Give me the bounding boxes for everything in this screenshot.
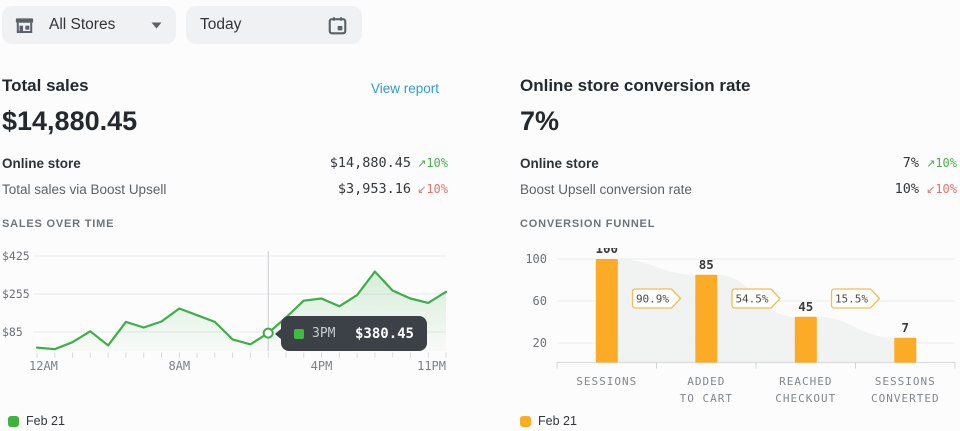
date-filter-button[interactable]: Today — [186, 6, 362, 44]
tooltip-time: 3PM — [312, 326, 336, 341]
store-icon — [14, 15, 35, 36]
funnel-chart-legend: Feb 21 — [520, 414, 577, 428]
category-label: SESSIONS — [875, 375, 936, 388]
metric-delta: ↗10% — [926, 156, 957, 170]
category-label: REACHED — [779, 375, 832, 388]
funnel-connector — [717, 274, 795, 363]
y-axis-label: $425 — [2, 249, 30, 263]
total-sales-breakdown: Online store $14,880.45 ↗10% Total sales… — [2, 150, 448, 202]
category-label: CHECKOUT — [775, 392, 836, 405]
metric-label: Online store — [2, 155, 81, 171]
metric-row: Boost Upsell conversion rate 10% ↙10% — [520, 176, 957, 202]
conversion-rate-header: Online store conversion rate — [520, 76, 957, 96]
conversion-rate-badge — [830, 288, 881, 309]
funnel-bar[interactable] — [595, 259, 618, 363]
sales-line-series[interactable] — [35, 270, 448, 351]
trend-up-icon: ↗ — [417, 157, 427, 170]
trend-down-icon: ↙ — [926, 183, 936, 196]
metric-row: Total sales via Boost Upsell $3,953.16 ↙… — [2, 176, 448, 202]
conversion-funnel-chart-area: 100 60 20 100 SESSIONS 85 ADDED TO CART 45 REACHE… — [520, 248, 960, 410]
funnel-connector — [816, 316, 895, 363]
conversion-rate-breakdown: Online store 7% ↗10% Boost Upsell conver… — [520, 150, 957, 202]
conversion-funnel-chart[interactable]: 100 60 20 100 SESSIONS 85 ADDED TO CART 45 REACHE… — [520, 248, 960, 410]
conversion-rate-badge-label: 54.5% — [735, 293, 768, 306]
funnel-bar[interactable] — [794, 316, 817, 363]
funnel-connector — [617, 259, 696, 363]
y-axis-label: 60 — [533, 294, 547, 308]
y-axis-label: $85 — [2, 325, 23, 339]
store-filter-label: All Stores — [49, 16, 116, 33]
metric-delta: ↙10% — [417, 182, 448, 196]
x-axis-label: 8AM — [168, 359, 190, 373]
metric-delta: ↗10% — [417, 156, 448, 170]
chevron-down-icon — [151, 22, 162, 29]
x-axis-label: 11PM — [417, 359, 446, 373]
conversion-rate-value: 7% — [520, 106, 560, 136]
metric-value: 10% — [894, 181, 919, 197]
metric-value: $3,953.16 — [337, 181, 411, 197]
metric-delta: ↙10% — [926, 182, 957, 196]
legend-swatch — [8, 415, 19, 427]
conversion-rate-badge-label: 90.9% — [636, 293, 669, 306]
metric-value: $14,880.45 — [329, 155, 411, 171]
conversion-rate-badge — [631, 288, 682, 309]
conversion-rate-badge — [731, 288, 781, 309]
bar-value-label: 7 — [902, 320, 910, 335]
metric-row: Online store $14,880.45 ↗10% — [2, 150, 448, 176]
metric-value: 7% — [902, 155, 919, 171]
category-label: TO CART — [680, 392, 733, 405]
trend-up-icon: ↗ — [926, 157, 936, 170]
category-label: SESSIONS — [576, 375, 637, 388]
funnel-bar[interactable] — [894, 337, 917, 363]
metric-label: Online store — [520, 155, 599, 171]
conversion-rate-title: Online store conversion rate — [520, 76, 751, 95]
bar-value-label: 100 — [596, 248, 619, 256]
legend-label: Feb 21 — [538, 414, 577, 428]
chart-tooltip: 3PM $380.45 — [275, 316, 427, 351]
category-label: ADDED — [687, 375, 725, 388]
calendar-icon — [327, 15, 348, 36]
date-filter-label: Today — [200, 16, 242, 33]
metric-label: Total sales via Boost Upsell — [2, 181, 167, 197]
bar-value-label: 85 — [699, 257, 714, 272]
legend-swatch — [520, 415, 531, 427]
conversion-funnel-section-title: CONVERSION FUNNEL — [520, 218, 656, 230]
hovered-point-marker — [262, 327, 274, 339]
metric-row: Online store 7% ↗10% — [520, 150, 957, 176]
sales-over-time-section-title: SALES OVER TIME — [2, 218, 115, 230]
filter-toolbar: All Stores Today — [0, 0, 960, 52]
category-label: CONVERTED — [871, 392, 940, 405]
metric-label: Boost Upsell conversion rate — [520, 181, 692, 197]
sales-chart-legend: Feb 21 — [8, 414, 65, 428]
tooltip-series-swatch — [294, 328, 304, 339]
y-axis-label: 100 — [525, 252, 547, 266]
legend-label: Feb 21 — [26, 414, 65, 428]
bar-value-label: 45 — [798, 299, 813, 314]
funnel-bar[interactable] — [695, 274, 718, 363]
y-axis-label: 20 — [533, 336, 547, 350]
sales-over-time-chart-area: $425 $255 $85 12AM 8AM 4PM 11PM 3PM $380.45 — [2, 248, 472, 380]
store-filter-button[interactable]: All Stores — [2, 6, 176, 44]
view-report-link[interactable]: View report — [370, 81, 439, 96]
x-axis-label: 12AM — [29, 359, 58, 373]
sales-over-time-chart[interactable]: $425 $255 $85 12AM 8AM 4PM 11PM — [2, 248, 472, 380]
x-axis-label: 4PM — [311, 359, 333, 373]
total-sales-header: Total sales View report — [2, 76, 439, 96]
trend-down-icon: ↙ — [417, 183, 427, 196]
total-sales-value: $14,880.45 — [2, 106, 138, 136]
tooltip-value: $380.45 — [354, 325, 414, 342]
y-axis-label: $255 — [2, 287, 30, 301]
total-sales-title: Total sales — [2, 76, 89, 95]
conversion-rate-badge-label: 15.5% — [835, 293, 868, 306]
